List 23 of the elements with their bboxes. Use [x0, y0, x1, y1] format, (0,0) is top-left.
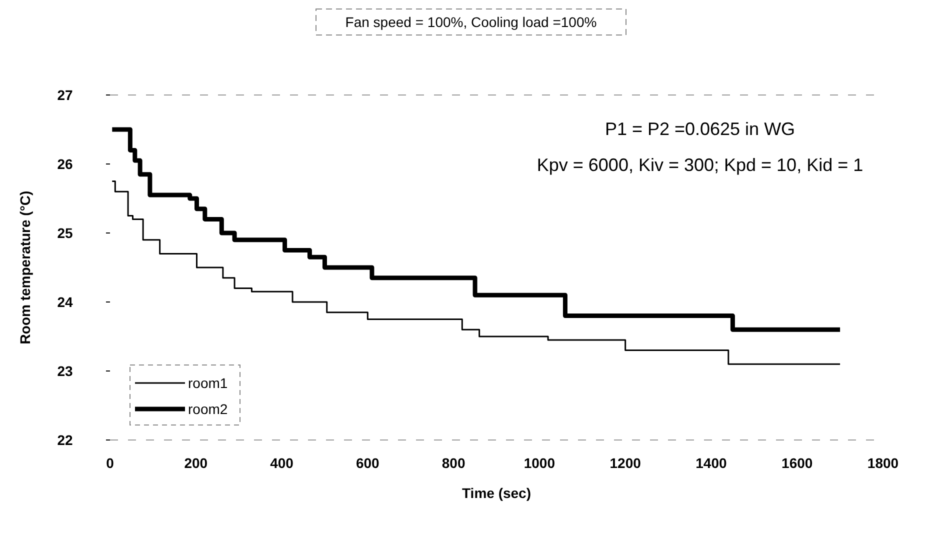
x-tick-label: 1000	[524, 455, 556, 471]
y-tick-label: 25	[57, 225, 73, 241]
y-tick-label: 26	[57, 156, 73, 172]
x-tick-label: 600	[356, 455, 380, 471]
y-tick-label: 24	[57, 294, 73, 310]
annotation: Kpv = 6000, Kiv = 300; Kpd = 10, Kid = 1	[536, 155, 864, 175]
y-tick-label: 23	[57, 363, 73, 379]
x-axis-title: Time (sec)	[462, 485, 531, 501]
x-tick-label: 1400	[696, 455, 728, 471]
legend-label: room2	[188, 401, 228, 417]
x-tick-label: 0	[106, 455, 114, 471]
x-tick-label: 400	[270, 455, 294, 471]
y-tick-label: 27	[57, 87, 73, 103]
y-axis-title: Room temperature (°C)	[17, 190, 33, 344]
x-tick-label: 200	[184, 455, 208, 471]
x-tick-label: 1200	[610, 455, 642, 471]
x-tick-label: 1800	[867, 455, 899, 471]
legend-label: room1	[188, 375, 228, 391]
y-tick-label: 22	[57, 432, 73, 448]
x-tick-label: 1600	[782, 455, 813, 471]
chart-title: Fan speed = 100%, Cooling load =100%	[345, 14, 597, 30]
x-tick-label: 800	[442, 455, 466, 471]
annotation: P1 = P2 =0.0625 in WG	[604, 119, 796, 139]
